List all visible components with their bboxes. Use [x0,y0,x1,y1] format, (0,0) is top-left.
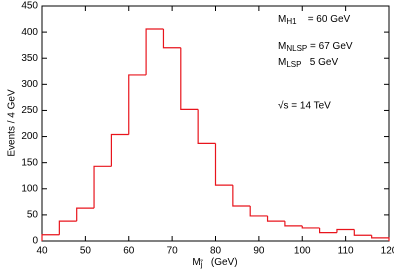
histogram-bin [162,28,181,49]
y-tick-label: 350 [21,53,38,64]
ann-rest: = 67 GeV [307,41,353,52]
ann-main: M [278,41,286,52]
histogram-bin [301,225,320,229]
histogram-bin [128,74,147,135]
y-tick-label: 300 [21,79,38,90]
annotation: MNLSP = 67 GeV [278,41,353,53]
x-tick-label: 100 [294,246,311,257]
x-tick-label: 120 [381,246,394,257]
x-tick-label: 40 [36,246,48,257]
annotation: MH1 = 60 GeV [278,14,351,26]
y-tick-label: 450 [21,1,38,12]
ann-sub: H1 [286,17,297,26]
histogram-bin [76,207,95,222]
x-tick-label: 50 [80,246,92,257]
ann-main: M [278,57,286,68]
x-tick-label: 70 [167,246,179,257]
x-axis-label: Mj̃ (GeV) [192,257,237,269]
y-tick-label: 250 [21,105,38,116]
x-tick-label: 90 [253,246,265,257]
y-tick-label: 0 [32,236,38,247]
y-tick-label: 100 [21,183,38,194]
y-axis-label: Events / 4 GeV [7,89,18,157]
ann-sub: LSP [286,60,301,69]
histogram-bin [214,143,233,186]
histogram-bin [180,47,199,110]
histogram-bin [197,109,216,144]
histogram-bin [41,234,60,241]
ann-sub: NLSP [286,44,307,53]
ann-rest: = 60 GeV [297,14,351,25]
y-tick-label: 150 [21,157,38,168]
ann-rest: 5 GeV [301,57,338,68]
y-tick-label: 200 [21,131,38,142]
x-tick-label: 80 [210,246,222,257]
annotation: √s = 14 TeV [278,100,331,112]
histogram-bin [266,215,285,222]
x-label-sub: j̃ [199,260,203,269]
histogram-bin [93,165,112,209]
histogram-bin [371,235,390,241]
histogram-bin [353,229,372,236]
histogram-bin [145,28,164,75]
x-label-rest: (GeV) [203,257,238,268]
histogram-bin [110,133,129,167]
histogram-bin [319,227,337,234]
x-label-main: M [192,257,200,268]
histogram-bin [58,220,77,235]
x-tick-label: 110 [338,246,354,257]
y-tick-label: 400 [21,27,38,38]
histogram-bin [336,228,355,233]
histogram-bin [249,206,268,217]
histogram-bin [284,221,303,227]
y-tick-label: 50 [27,210,39,221]
histogram-bin [232,185,251,207]
ann-main: M [278,14,286,25]
x-tick-label: 60 [123,246,135,257]
annotation: MLSP 5 GeV [278,57,338,69]
